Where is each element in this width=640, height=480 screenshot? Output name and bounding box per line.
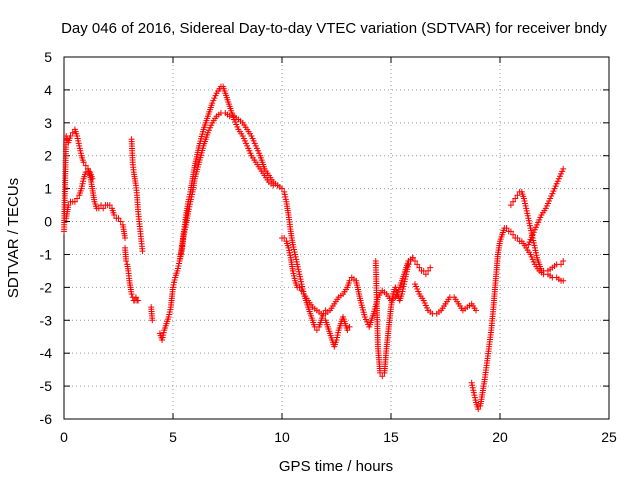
- x-tick-label: 20: [492, 429, 508, 445]
- data-point: [122, 235, 129, 241]
- x-axis-title: GPS time / hours: [279, 458, 393, 475]
- data-point: [71, 198, 78, 205]
- y-tick-label: -4: [40, 345, 53, 361]
- series-seg-b: [63, 165, 96, 222]
- y-tick-label: 1: [44, 181, 52, 197]
- data-point: [344, 327, 351, 334]
- data-point: [111, 211, 118, 218]
- data-point: [139, 248, 146, 255]
- series-seg-m: [468, 225, 567, 413]
- data-point: [100, 205, 107, 212]
- plot-frame: [63, 56, 610, 420]
- y-tick-labels: -6 -5 -4 -3 -2 -1 0 1 2 3 4 5: [40, 49, 53, 427]
- y-tick-label: -5: [40, 378, 53, 394]
- data-point: [405, 261, 412, 268]
- y-tick-label: 4: [44, 82, 52, 98]
- grid-layer: [64, 57, 609, 419]
- data-point: [411, 258, 418, 265]
- series-seg-k: [416, 264, 434, 278]
- y-tick-label: 0: [44, 214, 52, 230]
- series-seg-n: [507, 188, 567, 274]
- data-point: [128, 290, 135, 297]
- series-seg-l: [411, 281, 480, 317]
- data-point: [67, 132, 74, 139]
- data-points: [61, 83, 567, 413]
- data-point: [80, 159, 87, 166]
- data-point: [473, 307, 480, 314]
- data-point: [560, 165, 567, 172]
- x-tick-label: 25: [601, 429, 617, 445]
- data-point: [279, 185, 285, 192]
- data-point: [416, 264, 423, 271]
- series-seg-g: [176, 109, 281, 265]
- x-tick-label: 5: [169, 429, 177, 445]
- data-point: [89, 175, 96, 182]
- data-point: [514, 235, 521, 241]
- y-tick-label: 2: [44, 148, 52, 164]
- data-point: [510, 198, 517, 205]
- data-point: [507, 228, 514, 235]
- data-point: [135, 297, 142, 304]
- data-point: [115, 215, 122, 222]
- series-seg-a: [61, 126, 129, 241]
- data-point: [84, 165, 91, 172]
- y-tick-label: 5: [44, 49, 52, 65]
- data-point: [313, 327, 320, 334]
- data-point: [346, 323, 353, 330]
- data-point: [123, 258, 130, 265]
- data-point: [132, 294, 139, 301]
- x-tick-label: 10: [274, 429, 290, 445]
- data-point: [65, 202, 72, 209]
- data-point: [514, 192, 521, 199]
- data-point: [503, 225, 510, 232]
- data-point: [82, 162, 89, 169]
- data-point: [427, 264, 434, 271]
- x-tick-label: 15: [383, 429, 399, 445]
- series-seg-h: [279, 235, 416, 330]
- series-seg-c: [122, 244, 142, 304]
- y-tick-label: -1: [40, 246, 53, 262]
- data-point: [69, 129, 76, 136]
- x-tick-label: 0: [60, 429, 68, 445]
- y-tick-label: -3: [40, 312, 53, 328]
- data-point: [74, 195, 81, 202]
- data-point: [298, 287, 305, 294]
- data-point: [106, 202, 113, 209]
- data-point: [512, 195, 519, 202]
- y-axis-title: SDTVAR / TECUs: [5, 178, 22, 298]
- series-seg-e: [148, 304, 156, 324]
- series-seg-d: [128, 136, 146, 255]
- data-point: [409, 254, 416, 261]
- data-point: [558, 261, 565, 268]
- data-point: [346, 277, 353, 284]
- data-point: [379, 373, 386, 380]
- data-point: [510, 231, 517, 238]
- series-seg-j: [372, 254, 421, 380]
- data-point: [296, 284, 303, 291]
- y-tick-label: -6: [40, 411, 53, 427]
- y-tick-label: -2: [40, 279, 53, 295]
- data-point: [422, 271, 429, 278]
- data-point: [560, 258, 567, 265]
- data-point: [475, 406, 482, 413]
- x-tick-labels: 0 5 10 15 20 25: [60, 429, 617, 445]
- data-point: [425, 267, 432, 274]
- chart-title: Day 046 of 2016, Sidereal Day-to-day VTE…: [61, 20, 607, 37]
- series-seg-o: [525, 165, 567, 248]
- data-point: [149, 317, 156, 324]
- data-point: [117, 218, 124, 225]
- data-point: [560, 277, 567, 284]
- data-point: [507, 202, 514, 209]
- data-point: [281, 235, 288, 241]
- series-seg-i: [322, 313, 353, 350]
- data-point: [274, 182, 281, 189]
- tick-layer: [63, 56, 610, 420]
- y-tick-label: 3: [44, 115, 52, 131]
- data-point: [414, 261, 421, 268]
